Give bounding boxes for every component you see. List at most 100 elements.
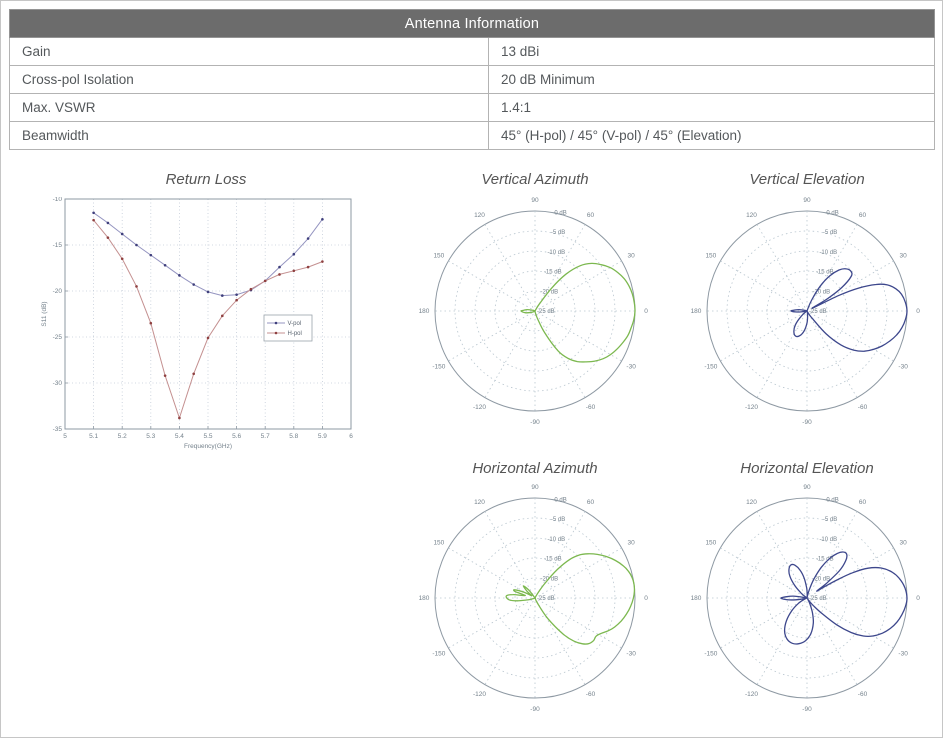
svg-text:30: 30 [900, 253, 908, 260]
svg-text:-5 dB: -5 dB [823, 230, 837, 236]
svg-text:-10: -10 [53, 197, 63, 203]
svg-text:-20 dB: -20 dB [812, 576, 830, 582]
svg-text:V-pol: V-pol [288, 321, 302, 327]
svg-text:180: 180 [691, 308, 702, 315]
svg-text:5.6: 5.6 [232, 433, 241, 440]
svg-text:150: 150 [705, 540, 716, 547]
svg-text:90: 90 [531, 197, 539, 204]
return-loss-plot: 5 5.1 5.2 5.3 5.4 5.5 5.6 5.7 5.8 5.9 6 -10 -15 -20 -2… [41, 197, 353, 450]
svg-text:-60: -60 [586, 404, 596, 411]
svg-text:5.4: 5.4 [175, 433, 184, 440]
svg-text:-25 dB: -25 dB [809, 596, 827, 602]
table-header-row: Antenna Information [9, 9, 935, 38]
table-header: Antenna Information [9, 9, 935, 38]
horizontal-azimuth-plot: 0 30 60 90 120 150 180 -150 -120 -90 -60 -30 0 dB -5 … [419, 484, 649, 713]
svg-text:-10 dB: -10 dB [819, 537, 837, 543]
svg-text:150: 150 [433, 253, 444, 260]
svg-text:Frequency(GHz): Frequency(GHz) [184, 443, 232, 450]
horizontal-elevation-plot: 0 30 60 90 120 150 180 -150 -120 -90 -60 -30 0 dB -5 … [691, 484, 921, 713]
svg-text:-30: -30 [626, 651, 636, 658]
svg-text:-25 dB: -25 dB [537, 596, 555, 602]
vertical-azimuth-plot: 0 30 60 90 120 150 180 -150 -120 -90 -60 -30 0 dB -5 … [419, 197, 649, 426]
row-label: Beamwidth [9, 121, 489, 150]
svg-text:120: 120 [746, 499, 757, 506]
svg-text:-60: -60 [858, 691, 868, 698]
svg-text:-30: -30 [53, 380, 63, 387]
svg-text:180: 180 [419, 595, 430, 602]
row-value: 45° (H-pol) / 45° (V-pol) / 45° (Elevati… [488, 121, 935, 150]
svg-text:-90: -90 [802, 419, 812, 426]
svg-text:-5 dB: -5 dB [551, 230, 565, 236]
svg-text:-90: -90 [802, 706, 812, 713]
svg-text:5.7: 5.7 [261, 433, 270, 440]
svg-text:S11 (dB): S11 (dB) [41, 301, 48, 326]
svg-text:-20 dB: -20 dB [812, 289, 830, 295]
svg-text:0 dB: 0 dB [554, 498, 566, 504]
svg-text:0 dB: 0 dB [826, 211, 838, 217]
table-row: Beamwidth 45° (H-pol) / 45° (V-pol) / 45… [9, 121, 935, 150]
svg-text:-5 dB: -5 dB [823, 517, 837, 523]
chart-title: Horizontal Elevation [740, 460, 874, 477]
chart-title: Horizontal Azimuth [472, 460, 598, 477]
row-value: 20 dB Minimum [488, 65, 935, 94]
svg-text:30: 30 [628, 540, 636, 547]
row-value: 13 dBi [488, 37, 935, 66]
svg-text:-25: -25 [53, 334, 63, 341]
svg-text:-25 dB: -25 dB [809, 309, 827, 315]
svg-text:5.1: 5.1 [89, 433, 98, 440]
svg-text:-15 dB: -15 dB [816, 557, 834, 563]
svg-text:-10 dB: -10 dB [819, 250, 837, 256]
row-value: 1.4:1 [488, 93, 935, 122]
svg-text:-15 dB: -15 dB [816, 270, 834, 276]
svg-text:-60: -60 [586, 691, 596, 698]
svg-text:H-pol: H-pol [288, 331, 302, 337]
chart-title: Vertical Azimuth [481, 171, 589, 188]
svg-text:180: 180 [691, 595, 702, 602]
polar-chart-vertical-elevation: Vertical Elevation 0 30 60 90 120 150 180 -150 -… [677, 161, 937, 439]
polar-chart-horizontal-azimuth: Horizontal Azimuth 0 30 60 90 120 150 180 -150 -… [405, 448, 665, 726]
svg-text:0: 0 [916, 595, 920, 602]
svg-text:-10 dB: -10 dB [547, 537, 565, 543]
svg-text:0: 0 [644, 595, 648, 602]
svg-text:150: 150 [433, 540, 444, 547]
svg-text:60: 60 [587, 212, 595, 219]
svg-text:-15: -15 [53, 242, 63, 249]
svg-text:-90: -90 [530, 419, 540, 426]
svg-text:0 dB: 0 dB [554, 211, 566, 217]
svg-text:60: 60 [859, 499, 867, 506]
svg-text:120: 120 [746, 212, 757, 219]
svg-text:90: 90 [531, 484, 539, 491]
svg-text:-20 dB: -20 dB [540, 576, 558, 582]
svg-text:5.3: 5.3 [146, 433, 155, 440]
svg-text:-20 dB: -20 dB [540, 289, 558, 295]
return-loss-chart: Return Loss 5 5.1 5.2 5.3 5.4 5.5 5.6 5.7 5.8 5.9… [39, 165, 373, 455]
table-row: Max. VSWR 1.4:1 [9, 93, 935, 122]
svg-text:30: 30 [628, 253, 636, 260]
svg-text:120: 120 [474, 499, 485, 506]
row-label: Cross-pol Isolation [9, 65, 489, 94]
svg-text:5.2: 5.2 [118, 433, 127, 440]
svg-text:60: 60 [859, 212, 867, 219]
svg-text:-150: -150 [704, 364, 717, 371]
svg-text:-150: -150 [432, 364, 445, 371]
antenna-info-table: Antenna Information Gain 13 dBi Cross-po… [9, 9, 935, 150]
svg-text:-120: -120 [745, 691, 758, 698]
svg-text:180: 180 [419, 308, 430, 315]
chart-title: Vertical Elevation [749, 171, 865, 188]
svg-text:5.9: 5.9 [318, 433, 327, 440]
svg-text:-30: -30 [626, 364, 636, 371]
svg-text:150: 150 [705, 253, 716, 260]
svg-text:-15 dB: -15 dB [544, 557, 562, 563]
polar-chart-vertical-azimuth: Vertical Azimuth 0 30 60 90 120 150 180 -150 -12… [405, 161, 665, 439]
svg-text:-25 dB: -25 dB [537, 309, 555, 315]
row-label: Gain [9, 37, 489, 66]
svg-text:6: 6 [349, 433, 353, 440]
polar-chart-horizontal-elevation: Horizontal Elevation 0 30 60 90 120 150 180 -15… [677, 448, 937, 726]
svg-text:0 dB: 0 dB [826, 498, 838, 504]
svg-text:-10 dB: -10 dB [547, 250, 565, 256]
svg-text:-35: -35 [53, 426, 63, 433]
svg-text:-150: -150 [432, 651, 445, 658]
svg-text:-120: -120 [473, 691, 486, 698]
svg-text:5.5: 5.5 [203, 433, 212, 440]
